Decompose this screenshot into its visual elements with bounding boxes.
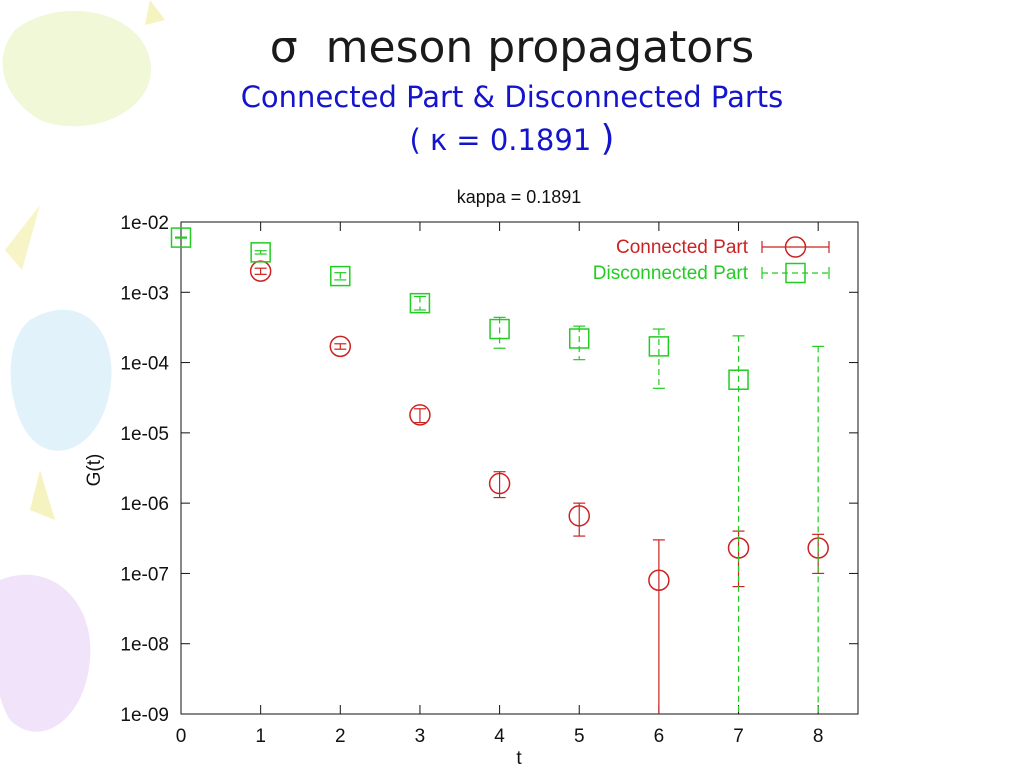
x-tick-label: 8 (813, 726, 824, 747)
data-point-circle (568, 505, 590, 527)
kappa-close-paren: ) (600, 118, 615, 159)
streamer-decoration (5, 205, 40, 270)
y-tick-label: 1e-09 (120, 705, 169, 726)
data-point-circle (488, 472, 511, 495)
y-tick-label: 1e-08 (120, 635, 169, 656)
sigma-symbol: σ (269, 22, 298, 73)
data-point-square (170, 227, 192, 248)
kappa-open-paren: ( (409, 123, 421, 157)
x-tick-label: 3 (415, 726, 426, 747)
legend-label: Disconnected Part (593, 263, 749, 284)
series-disconnected (170, 227, 825, 714)
streamer-decoration (30, 470, 55, 520)
data-point-square (330, 265, 351, 287)
data-point-square (568, 328, 590, 349)
chart-title: kappa = 0.1891 (457, 187, 582, 207)
y-axis-label: G(t) (84, 454, 105, 487)
balloon-decoration (2, 10, 151, 127)
data-point-square (409, 292, 431, 314)
axes-layer: 0 1 2 3 4 5 6 7 8 1e-02 1e-03 1e-04 1e-05 1e-06 1e-07 1… (120, 213, 858, 747)
data-point-square (728, 369, 749, 390)
plot-frame (180, 221, 859, 715)
kappa-symbol: κ (429, 123, 448, 157)
legend-marker (784, 236, 807, 258)
y-tick-label: 1e-05 (120, 424, 169, 445)
y-tick-label: 1e-06 (120, 494, 169, 515)
data-point-circle (648, 569, 670, 591)
legend-marker (785, 262, 806, 284)
y-tick-label: 1e-07 (120, 564, 169, 585)
slide-title-text: meson propagators (325, 22, 755, 73)
balloon-decoration (0, 574, 91, 732)
legend-label: Connected Part (616, 237, 749, 258)
y-tick-label: 1e-04 (120, 354, 169, 375)
data-point-square (648, 336, 670, 357)
x-tick-label: 6 (654, 726, 665, 747)
x-tick-label: 0 (176, 726, 187, 747)
y-tick-label: 1e-03 (120, 283, 169, 304)
balloon-decoration (10, 309, 112, 451)
chart-legend: Connected Part Disconnected Part (593, 236, 830, 284)
y-tick-label: 1e-02 (120, 213, 169, 234)
x-tick-label: 2 (335, 726, 346, 747)
data-point-square (489, 318, 510, 340)
x-tick-label: 7 (733, 726, 744, 747)
streamer-decoration (145, 0, 165, 25)
kappa-value: = 0.1891 (456, 123, 592, 157)
data-point-square (250, 242, 271, 263)
x-tick-label: 5 (574, 726, 585, 747)
series-connected (249, 260, 829, 714)
kappa-line: ( κ = 0.1891 ) (0, 118, 1024, 159)
data-point-circle (409, 404, 431, 426)
series-layer (170, 227, 829, 714)
slide-subtitle: Connected Part & Disconnected Parts (240, 80, 784, 114)
x-tick-label: 4 (494, 726, 505, 747)
slide-title: σ meson propagators (0, 22, 1024, 73)
x-tick-label: 1 (255, 726, 266, 747)
data-point-circle (329, 335, 352, 358)
x-axis-label: t (516, 748, 522, 768)
